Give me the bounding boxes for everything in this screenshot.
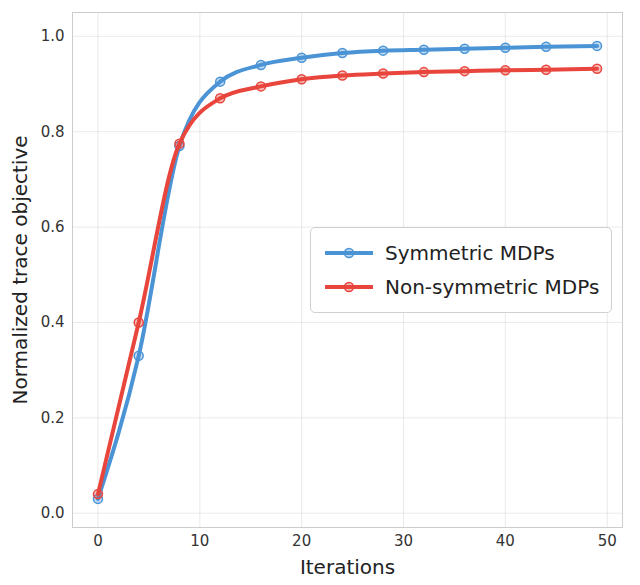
svg-text:0.2: 0.2 [41,409,65,427]
svg-text:20: 20 [292,532,311,550]
html-text:Symmetric MDPs: Symmetric MDPs [385,240,555,265]
svg-text:1.0: 1.0 [41,27,65,45]
svg-text:0.8: 0.8 [41,123,65,141]
svg-text:Normalized trace objective: Normalized trace objective [8,135,32,404]
svg-text:Iterations: Iterations [300,555,395,579]
svg-text:0.0: 0.0 [41,504,65,522]
svg-text:0.4: 0.4 [41,313,65,331]
svg-text:10: 10 [190,532,209,550]
svg-text:0: 0 [93,532,103,550]
svg-text:40: 40 [496,532,515,550]
svg-text:30: 30 [394,532,413,550]
svg-text:0.6: 0.6 [41,218,65,236]
html-text:Non-symmetric MDPs: Non-symmetric MDPs [385,274,600,299]
svg-text:50: 50 [598,532,617,550]
